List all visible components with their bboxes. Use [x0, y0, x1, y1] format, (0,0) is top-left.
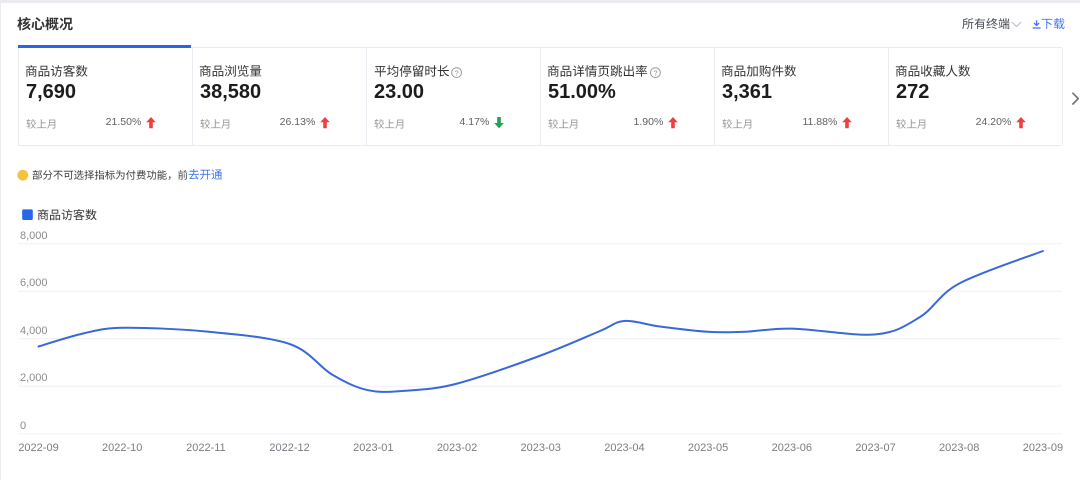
- svg-text:?: ?: [455, 68, 459, 77]
- svg-text:?: ?: [653, 68, 657, 77]
